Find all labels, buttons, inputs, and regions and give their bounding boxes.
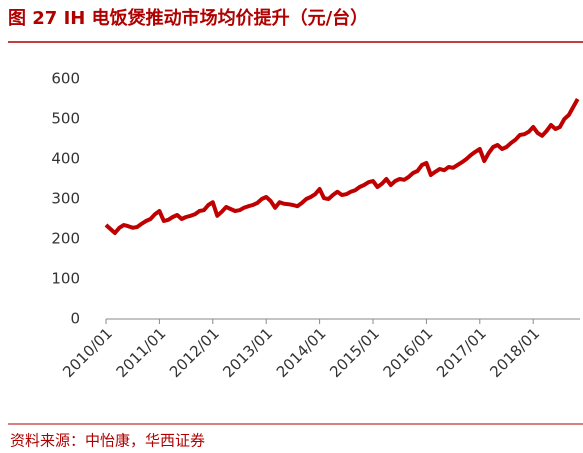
y-tick-label: 300 [51,190,80,208]
x-tick-label: 2014/01 [273,324,330,381]
y-tick-label: 400 [51,150,80,168]
y-tick-label: 100 [51,270,80,288]
x-tick-label: 2011/01 [113,324,170,381]
y-tick-label: 200 [51,230,80,248]
y-tick-label: 0 [70,310,80,328]
y-tick-label: 600 [51,70,80,88]
x-tick-label: 2012/01 [166,324,223,381]
x-tick-label: 2017/01 [433,324,490,381]
data-line [104,98,580,235]
x-tick-label: 2015/01 [326,324,383,381]
x-tick-label: 2010/01 [59,324,116,381]
y-tick-label: 500 [51,110,80,128]
source: 资料来源：中怡康，华西证券 [10,432,205,450]
x-tick-label: 2013/01 [219,324,276,381]
x-tick-label: 2018/01 [486,324,543,381]
x-tick-label: 2016/01 [380,324,437,381]
chart-title: 图 27 IH 电饭煲推动市场均价提升（元/台） [8,7,368,29]
